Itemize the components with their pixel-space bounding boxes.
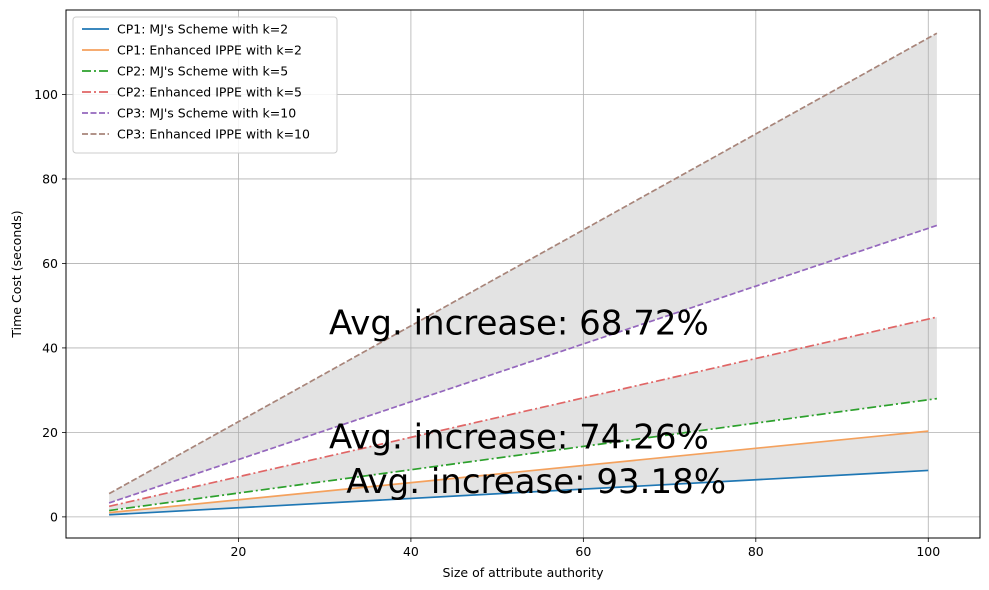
legend-entry: CP2: Enhanced IPPE with k=5 [117, 85, 302, 100]
annotation-layer: Avg. increase: 68.72% Avg. increase: 74.2… [329, 304, 726, 502]
x-tick-label: 60 [575, 544, 591, 559]
legend-box [72, 16, 338, 154]
y-tick-label: 40 [42, 340, 58, 355]
series-line-5 [108, 224, 938, 504]
series-line-2 [109, 430, 929, 514]
y-axis-label: Time Cost (seconds) [9, 210, 24, 338]
y-tick-label: 80 [42, 171, 58, 186]
plot-frame [65, 9, 981, 539]
x-tick-label: 100 [916, 544, 940, 559]
series-line-4 [108, 316, 938, 508]
legend-entry: CP3: Enhanced IPPE with k=10 [117, 127, 310, 142]
ticks-layer: 20 40 60 80 100 0 20 40 60 80 100 [34, 87, 940, 559]
y-tick-label: 0 [50, 509, 58, 524]
x-tick-label: 40 [403, 544, 419, 559]
lines-layer [108, 32, 938, 516]
x-tick-label: 20 [230, 544, 246, 559]
y-tick-label: 20 [42, 425, 58, 440]
annotation-3: Avg. increase: 93.18% [346, 462, 726, 502]
legend-entry: CP2: MJ's Scheme with k=5 [117, 64, 288, 79]
legend-entry: CP1: Enhanced IPPE with k=2 [117, 43, 302, 58]
y-tick-label: 60 [42, 256, 58, 271]
series-line-1 [109, 469, 929, 516]
x-axis-label: Size of attribute authority [442, 565, 604, 580]
fill-band-2 [109, 317, 937, 511]
legend-entry: CP1: MJ's Scheme with k=2 [117, 22, 288, 37]
grid-layer [66, 10, 980, 538]
annotation-1: Avg. increase: 68.72% [329, 304, 709, 344]
x-tick-label: 80 [748, 544, 764, 559]
series-line-3 [108, 397, 938, 512]
fill-band-3 [109, 33, 937, 503]
series-line-6 [108, 32, 938, 495]
legend: CP1: MJ's Scheme with k=2 CP1: Enhanced I… [72, 16, 338, 154]
annotation-2: Avg. increase: 74.26% [329, 418, 709, 458]
legend-entry: CP3: MJ's Scheme with k=10 [117, 106, 296, 121]
y-tick-label: 100 [34, 87, 58, 102]
